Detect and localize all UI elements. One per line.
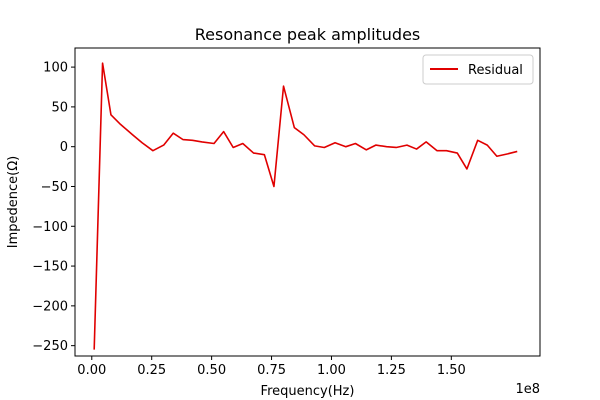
y-tick-label: −50 xyxy=(41,180,68,195)
x-axis-label: Frequency(Hz) xyxy=(261,384,355,399)
y-tick-label: 0 xyxy=(60,140,68,155)
y-tick-label: −200 xyxy=(32,299,68,314)
legend-box xyxy=(422,54,534,85)
series-line-residual xyxy=(93,62,518,350)
x-tick-label: 0.50 xyxy=(197,363,226,378)
y-tick-label: −150 xyxy=(32,260,68,275)
legend: Residual xyxy=(422,54,534,85)
plot-area xyxy=(75,48,540,356)
x-tick-label: 1.00 xyxy=(317,363,346,378)
y-axis-label: Impedence(Ω) xyxy=(6,156,21,248)
y-tick-label: 50 xyxy=(51,100,68,115)
y-axis-ticks: −250 −200 −150 −100 −50 0 50 100 xyxy=(32,61,75,354)
chart-title: Resonance peak amplitudes xyxy=(195,25,421,44)
x-axis-offset-label: 1e8 xyxy=(515,382,540,397)
y-tick-label: −250 xyxy=(32,339,68,354)
x-axis-ticks: 0.00 0.25 0.50 0.75 1.00 1.25 1.50 xyxy=(77,356,466,378)
y-tick-label: −100 xyxy=(32,220,68,235)
plot-frame xyxy=(74,47,541,357)
x-tick-label: 1.50 xyxy=(437,363,466,378)
x-tick-label: 1.25 xyxy=(377,363,406,378)
x-tick-label: 0.75 xyxy=(257,363,286,378)
legend-label-residual: Residual xyxy=(468,63,523,78)
x-tick-label: 0.25 xyxy=(137,363,166,378)
x-tick-label: 0.00 xyxy=(77,363,106,378)
series-layer xyxy=(93,62,518,350)
y-tick-label: 100 xyxy=(43,61,68,76)
